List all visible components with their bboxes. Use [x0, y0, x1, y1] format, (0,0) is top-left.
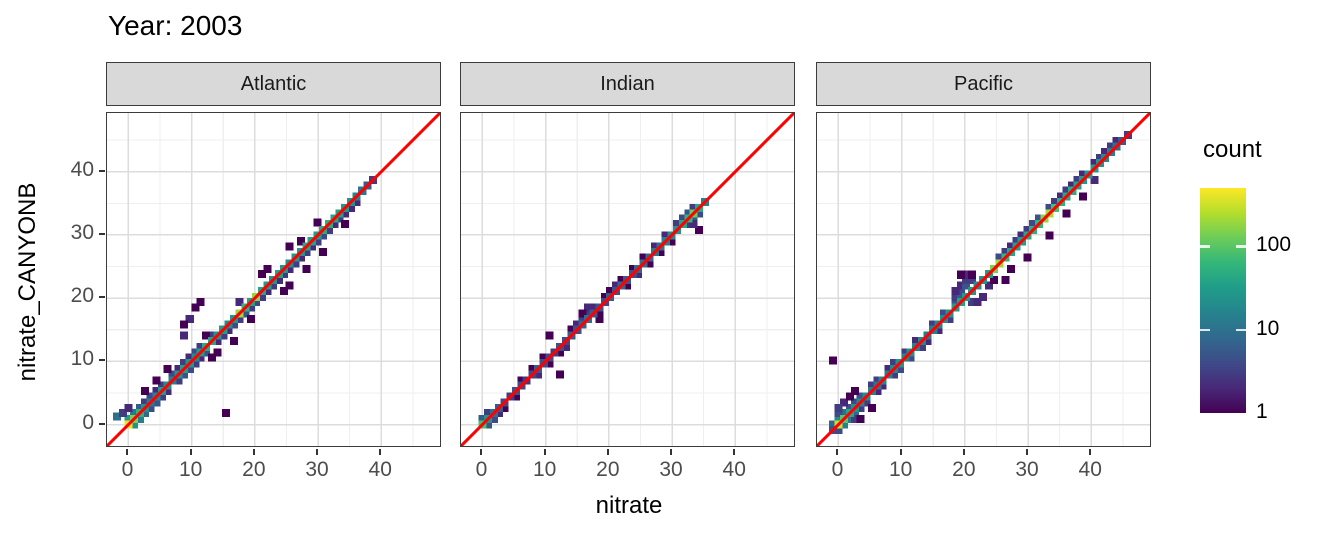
y-tick-label: 10 [70, 347, 94, 371]
x-tick-mark [670, 449, 673, 455]
panel-canvas [106, 112, 441, 447]
legend-colorbar [1200, 188, 1246, 413]
panel-canvas [460, 112, 795, 447]
x-tick-mark [1026, 449, 1029, 455]
identity-line [817, 113, 1150, 446]
y-tick-mark [99, 232, 105, 235]
y-axis-title: nitrate_CANYONB [14, 182, 41, 382]
legend-tick-mark [1200, 328, 1210, 332]
x-tick-mark [543, 449, 546, 455]
x-tick-label: 10 [178, 458, 203, 481]
legend-tick-label: 100 [1256, 233, 1292, 257]
x-tick-label: 20 [242, 458, 266, 481]
panel-canvas [816, 112, 1151, 447]
x-tick-label: 30 [305, 458, 329, 481]
x-tick-label: 10 [888, 458, 913, 481]
facet-strip-label: Indian [600, 72, 655, 95]
facet-atlantic: Atlantic 0 10 20 30 40 [106, 62, 442, 482]
x-tick-mark [379, 449, 382, 455]
y-tick-mark [99, 422, 105, 425]
x-tick-mark [899, 449, 902, 455]
x-tick-label: 0 [121, 458, 134, 481]
x-tick-mark [1089, 449, 1092, 455]
legend-tick-mark [1236, 245, 1246, 248]
x-tick-label: 40 [722, 458, 746, 481]
x-tick-mark [480, 449, 483, 455]
y-tick-mark [99, 359, 105, 362]
x-tick-label: 0 [475, 458, 488, 481]
y-tick-label: 20 [70, 284, 94, 308]
x-tick-label: 0 [831, 458, 844, 481]
legend-tick-label: 10 [1256, 316, 1280, 340]
y-tick-mark [99, 296, 105, 299]
x-tick-label: 40 [368, 458, 392, 481]
facet-strip-label: Pacific [954, 72, 1013, 95]
y-tick-label: 30 [70, 220, 94, 244]
facet-strip: Indian [460, 62, 795, 106]
x-tick-mark [189, 449, 192, 455]
x-tick-label: 10 [532, 458, 557, 481]
x-tick-label: 20 [596, 458, 620, 481]
x-tick-mark [733, 449, 736, 455]
x-tick-mark [962, 449, 965, 455]
x-axis-title: nitrate [595, 492, 663, 519]
legend: count 100 10 1 [1198, 136, 1344, 423]
legend-tick-mark [1200, 245, 1210, 248]
x-tick-label: 40 [1078, 458, 1102, 481]
plot-title: Year: 2003 [108, 10, 243, 41]
legend-tick-label: 1 [1256, 400, 1268, 423]
x-tick-mark [126, 449, 129, 455]
x-tick-mark [252, 449, 255, 455]
y-tick-label: 0 [82, 410, 94, 434]
facet-strip-label: Atlantic [240, 72, 307, 95]
identity-line [107, 113, 440, 446]
legend-title: count [1203, 136, 1262, 163]
x-tick-mark [606, 449, 609, 455]
facet-strip: Atlantic [106, 62, 441, 106]
facet-indian: Indian 0 10 20 30 40 [460, 62, 796, 482]
x-tick-label: 30 [1015, 458, 1039, 481]
x-tick-label: 20 [952, 458, 976, 481]
facet-pacific: Pacific 0 10 20 30 40 [816, 62, 1152, 482]
identity-line [461, 113, 794, 446]
facet-strip: Pacific [816, 62, 1151, 106]
legend-tick-mark [1236, 328, 1246, 332]
x-tick-label: 30 [659, 458, 683, 481]
x-tick-mark [836, 449, 839, 455]
y-tick-label: 40 [70, 157, 94, 181]
x-tick-mark [316, 449, 319, 455]
y-tick-mark [99, 169, 105, 172]
